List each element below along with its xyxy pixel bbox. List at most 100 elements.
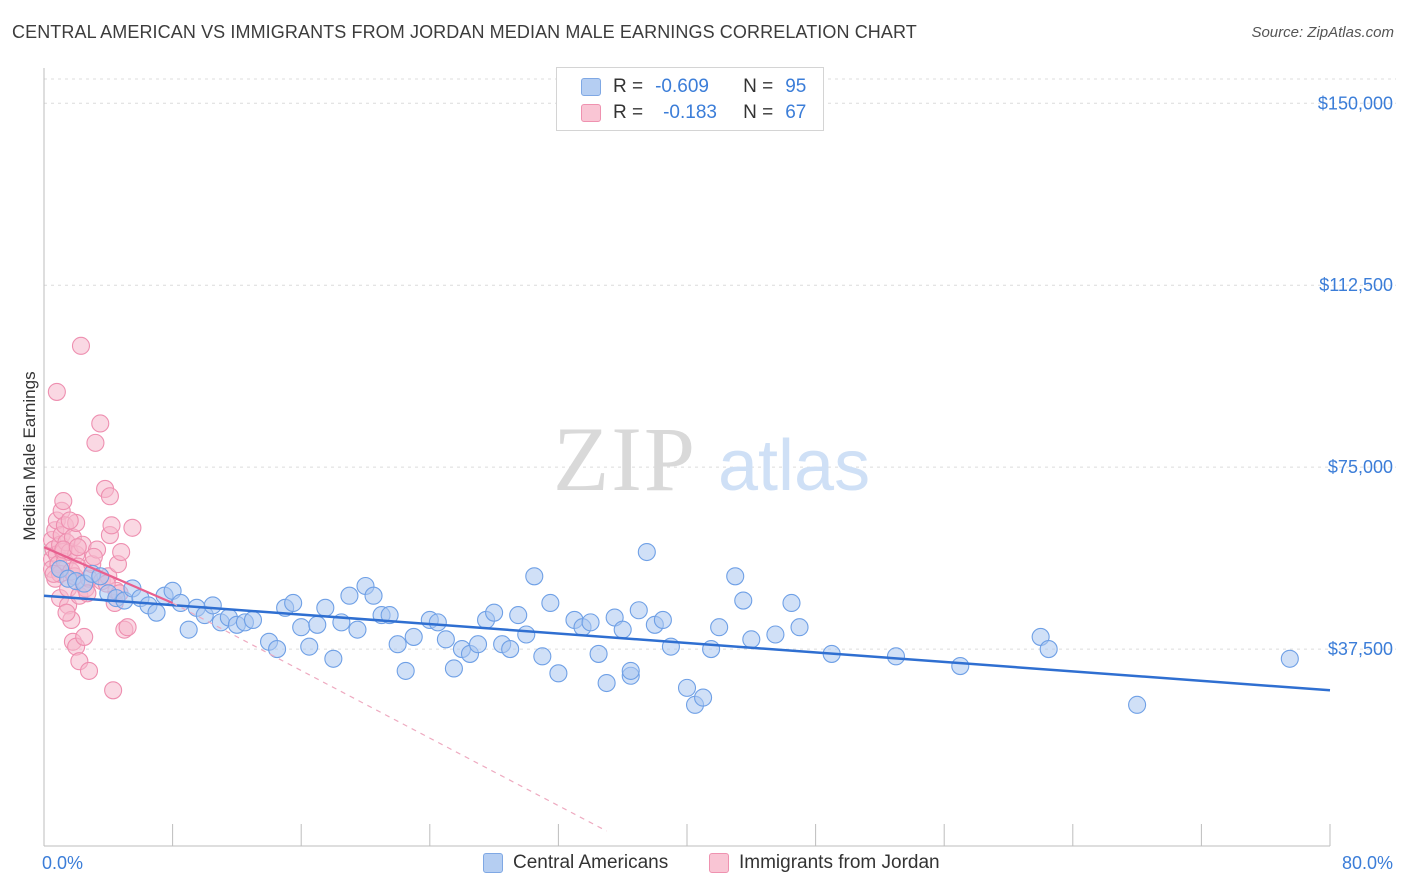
central-american-point (597, 673, 616, 693)
jordan-point (79, 661, 99, 680)
jordan-point (47, 382, 66, 401)
central-american-point (428, 613, 447, 632)
legend-n-value: 67 (785, 102, 807, 123)
jordan-point (91, 414, 110, 433)
central-american-point (396, 661, 415, 680)
jordan-point (112, 542, 131, 562)
central-american-point (734, 591, 753, 610)
central-american-point (444, 659, 463, 678)
watermark-atlas: atlas (718, 426, 870, 506)
central-american-point (316, 598, 335, 617)
central-american-point (621, 661, 640, 680)
central-american-point (364, 586, 383, 605)
central-american-point (324, 649, 343, 668)
bottom-legend-jordan: Immigrants from Jordan (709, 852, 940, 874)
y-tick-label: $75,000 (1328, 457, 1393, 477)
y-tick-label: $150,000 (1318, 93, 1393, 113)
legend-row-jordan: R = -0.183 N = 67 (581, 100, 806, 126)
central-american-point (509, 606, 528, 625)
central-american-point (268, 640, 287, 659)
legend-n-label: N = (743, 102, 774, 123)
bottom-legend-swatch-pink (709, 853, 729, 873)
central-american-point (388, 635, 407, 654)
central-american-point (1039, 640, 1058, 659)
y-tick-label: $112,500 (1319, 275, 1393, 295)
central-american-point (549, 664, 568, 683)
jordan-point (102, 516, 121, 535)
central-american-point (790, 618, 809, 637)
central-american-point (147, 603, 166, 622)
axis-labels: $37,500 $75,000 $112,500 $150,000 0.0% 80.0% M… (20, 93, 1393, 873)
central-american-point (348, 620, 367, 639)
jordan-point (118, 618, 137, 637)
jordan-point (57, 603, 76, 622)
jordan-trend-line (43, 546, 174, 604)
series-central-americans-points (51, 542, 1299, 714)
bottom-legend-label: Immigrants from Jordan (739, 852, 940, 873)
bottom-legend-central-americans: Central Americans (483, 852, 668, 874)
jordan-point (71, 336, 91, 355)
legend-swatch-blue (581, 78, 601, 96)
jordan-point (86, 433, 105, 452)
axes (43, 68, 1331, 847)
central-american-point (292, 618, 311, 637)
central-american-point (726, 567, 745, 586)
central-american-point (485, 603, 504, 622)
jordan-point (75, 627, 94, 646)
central-american-point (436, 630, 455, 649)
stats-legend: R = -0.609 N = 95 R = -0.183 N = 67 (556, 67, 824, 131)
central-american-point (541, 593, 560, 613)
central-american-point (653, 610, 672, 630)
central-american-point (300, 637, 319, 656)
jordan-point (54, 492, 73, 511)
legend-r-value: -0.183 (663, 102, 717, 123)
bottom-legend-label: Central Americans (513, 852, 669, 873)
central-american-point (179, 620, 198, 639)
central-american-point (710, 618, 729, 637)
y-axis-label: Median Male Earnings (20, 371, 39, 540)
central-american-point (525, 567, 544, 586)
legend-row-central-americans: R = -0.609 N = 95 (581, 74, 806, 100)
jordan-point (123, 518, 142, 537)
y-tick-label: $37,500 (1328, 639, 1393, 659)
x-tick-label-max: 80.0% (1342, 853, 1393, 873)
central-american-point (886, 647, 906, 666)
central-americans-trend-line (43, 594, 1331, 692)
grid (44, 78, 1396, 650)
central-american-point (1128, 695, 1147, 714)
central-american-point (742, 630, 761, 649)
central-american-point (637, 542, 656, 562)
central-american-point (308, 615, 327, 634)
central-american-point (766, 625, 785, 644)
central-american-point (91, 567, 110, 586)
central-american-point (1280, 649, 1299, 668)
central-american-point (340, 586, 359, 605)
central-american-point (203, 596, 222, 615)
source-credit: Source: ZipAtlas.com (1251, 24, 1394, 41)
x-tick-label-min: 0.0% (42, 853, 83, 873)
jordan-point (68, 538, 87, 557)
central-american-point (284, 593, 303, 613)
legend-r-value: -0.609 (655, 76, 709, 97)
legend-r-label: R = (613, 76, 644, 97)
central-american-point (613, 620, 632, 639)
jordan-point (100, 487, 119, 506)
central-american-point (501, 640, 520, 659)
bottom-legend-swatch-blue (483, 853, 503, 873)
trend-lines (43, 546, 1331, 832)
central-american-point (694, 688, 713, 707)
legend-n-value: 95 (785, 76, 807, 97)
central-american-point (951, 656, 970, 676)
central-american-point (468, 635, 488, 654)
jordan-point (60, 511, 79, 530)
central-american-point (404, 627, 423, 646)
central-american-point (243, 610, 263, 630)
watermark: ZIP atlas (553, 408, 870, 510)
jordan-trend-extension (172, 602, 607, 832)
central-american-point (629, 601, 648, 620)
central-american-point (782, 593, 801, 613)
legend-r-label: R = (613, 102, 644, 123)
central-american-point (677, 678, 697, 697)
chart-title: CENTRAL AMERICAN VS IMMIGRANTS FROM JORD… (12, 22, 917, 42)
